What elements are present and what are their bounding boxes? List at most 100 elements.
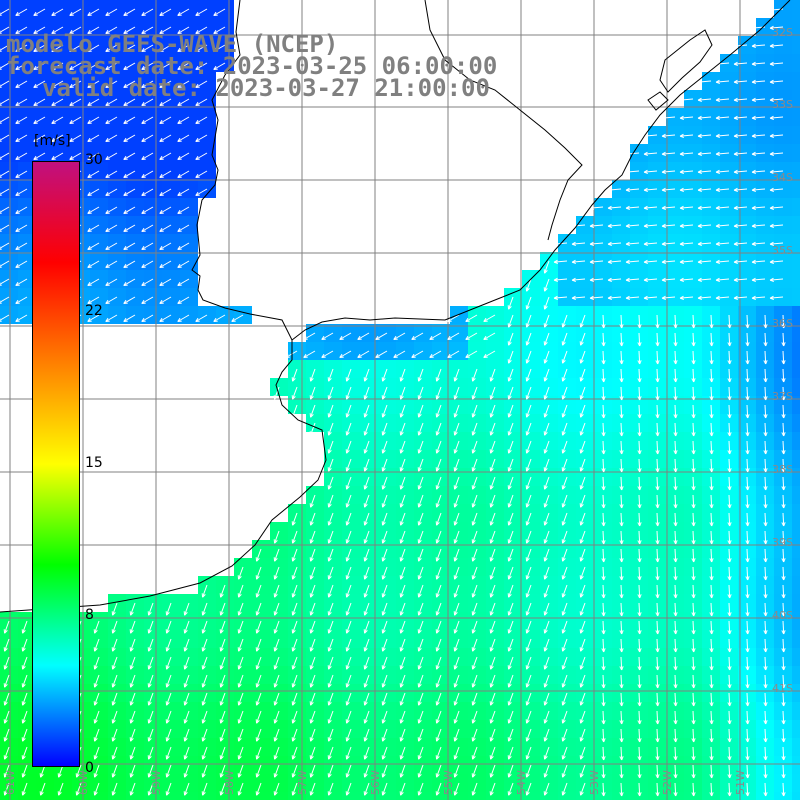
wind-arrow (381, 476, 388, 490)
wind-arrow (691, 494, 696, 509)
wind-arrow (309, 656, 316, 670)
wind-arrow (123, 98, 136, 106)
wind-arrow (435, 692, 442, 706)
wind-arrow (255, 620, 262, 634)
wind-arrow (637, 620, 642, 635)
wind-arrow (543, 638, 550, 652)
wind-arrow (183, 692, 190, 706)
wind-arrow (417, 782, 424, 796)
wind-arrow (453, 638, 460, 652)
wind-arrow (303, 332, 316, 340)
wind-arrow (727, 566, 732, 581)
field-cell (252, 792, 270, 800)
wind-arrow (619, 548, 624, 563)
wind-arrow (345, 584, 352, 598)
wind-arrow (3, 620, 10, 634)
wind-arrow (781, 458, 786, 473)
wind-arrow (417, 494, 424, 508)
wind-arrow (673, 764, 678, 779)
wind-arrow (291, 620, 298, 634)
wind-arrow (165, 710, 172, 724)
wind-arrow (543, 476, 550, 490)
wind-arrow (87, 134, 100, 142)
wind-arrow (679, 241, 694, 246)
wind-arrow (589, 277, 604, 282)
wind-arrow (435, 656, 442, 670)
field-cell (144, 792, 162, 800)
wind-arrow (673, 782, 678, 797)
wind-arrow (177, 278, 190, 286)
wind-arrow (471, 584, 478, 598)
wind-arrow (399, 548, 406, 562)
wind-arrow (237, 692, 244, 706)
wind-arrow (327, 674, 334, 688)
wind-arrow (21, 764, 28, 778)
wind-arrow (237, 638, 244, 652)
wind-arrow (177, 152, 190, 160)
wind-arrow (727, 620, 732, 635)
colorbar (32, 161, 80, 767)
wind-arrow (69, 116, 82, 124)
wind-arrow (201, 710, 208, 724)
wind-arrow (435, 368, 442, 382)
wind-arrow (763, 548, 768, 563)
wind-arrow (471, 548, 478, 562)
wind-arrow (147, 710, 154, 724)
colorbar-units: [m/s] (34, 133, 71, 149)
wind-arrow (309, 602, 316, 616)
wind-arrow (129, 782, 136, 796)
wind-arrow (273, 638, 280, 652)
wind-arrow (579, 620, 586, 634)
wind-arrow (381, 782, 388, 796)
wind-arrow (745, 620, 750, 635)
wind-arrow (769, 241, 784, 246)
wind-arrow (525, 530, 532, 544)
wind-arrow (471, 710, 478, 724)
wind-arrow (489, 602, 496, 616)
wind-arrow (715, 115, 730, 120)
wind-arrow (345, 548, 352, 562)
wind-arrow (709, 710, 714, 725)
wind-arrow (471, 458, 478, 472)
wind-arrow (661, 241, 676, 246)
longitude-label: 56W (369, 770, 382, 795)
wind-arrow (525, 710, 532, 724)
wind-arrow (357, 332, 370, 340)
wind-arrow (673, 386, 678, 401)
wind-arrow (15, 188, 28, 196)
wind-arrow (607, 259, 622, 264)
wind-arrow (291, 386, 298, 400)
wind-arrow (601, 620, 606, 635)
wind-arrow (691, 728, 696, 743)
wind-arrow (561, 548, 568, 562)
wind-arrow (769, 259, 784, 264)
wind-arrow (141, 116, 154, 124)
wind-arrow (111, 746, 118, 760)
wind-arrow (763, 404, 768, 419)
wind-arrow (781, 728, 786, 743)
wind-arrow (507, 692, 514, 706)
wind-arrow (579, 602, 586, 616)
field-cell (72, 792, 90, 800)
field-cell (792, 576, 800, 594)
field-cell (180, 792, 198, 800)
wind-arrow (489, 692, 496, 706)
coastline-path (0, 0, 327, 613)
wind-arrow (159, 80, 172, 88)
wind-arrow (619, 476, 624, 491)
wind-arrow (709, 656, 714, 671)
wind-arrow (15, 80, 28, 88)
wind-arrow (507, 764, 514, 778)
wind-arrow (673, 620, 678, 635)
wind-arrow (655, 674, 660, 689)
wind-arrow (715, 205, 730, 210)
wind-arrow (745, 566, 750, 581)
wind-arrow (727, 746, 732, 761)
wind-arrow (745, 548, 750, 563)
wind-arrow (273, 566, 280, 580)
wind-arrow (87, 26, 100, 34)
wind-arrow (769, 295, 784, 300)
wind-arrow (543, 440, 550, 454)
wind-arrow (417, 368, 424, 382)
